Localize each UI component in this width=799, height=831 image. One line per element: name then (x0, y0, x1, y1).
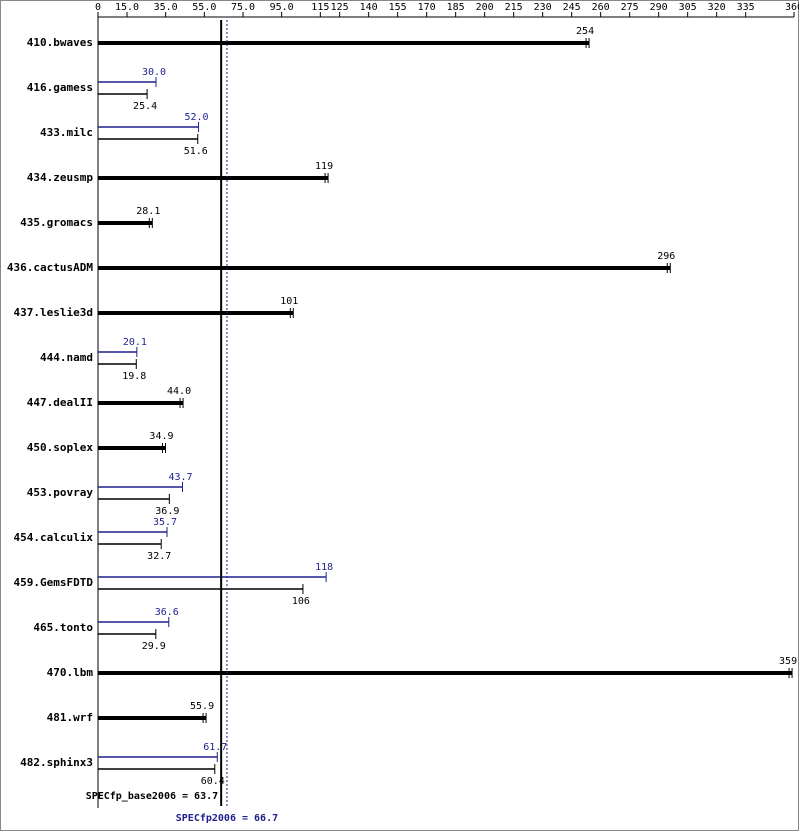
value-label: 51.6 (184, 146, 208, 157)
category-label: 454.calculix (14, 531, 94, 544)
category-label: 410.bwaves (27, 36, 93, 49)
x-tick-label: 170 (418, 2, 436, 13)
x-tick-label: 55.0 (192, 2, 216, 13)
x-tick-label: 200 (476, 2, 494, 13)
category-label: 482.sphinx3 (20, 756, 93, 769)
x-tick-label: 155 (389, 2, 407, 13)
value-label: 254 (576, 26, 594, 37)
value-label: 296 (657, 251, 675, 262)
value-label: 28.1 (136, 206, 160, 217)
x-tick-label: 125 (331, 2, 349, 13)
category-label: 453.povray (27, 486, 94, 499)
x-tick-label: 360 (785, 2, 799, 13)
value-label: 101 (280, 296, 298, 307)
value-label: 61.7 (203, 742, 227, 753)
value-label: 43.7 (168, 472, 192, 483)
category-label: 481.wrf (47, 711, 93, 724)
value-label: 19.8 (122, 371, 146, 382)
x-tick-label: 260 (592, 2, 610, 13)
category-label: 433.milc (40, 126, 93, 139)
category-label: 470.lbm (47, 666, 94, 679)
x-tick-label: 140 (360, 2, 378, 13)
value-label: 25.4 (133, 101, 157, 112)
value-label: 29.9 (142, 641, 166, 652)
category-label: 435.gromacs (20, 216, 93, 229)
x-tick-label: 15.0 (115, 2, 139, 13)
x-tick-label: 230 (534, 2, 552, 13)
category-label: 436.cactusADM (7, 261, 93, 274)
x-tick-label: 290 (650, 2, 668, 13)
x-tick-label: 35.0 (154, 2, 178, 13)
x-tick-label: 0 (95, 2, 101, 13)
value-label: 106 (292, 596, 310, 607)
value-label: 30.0 (142, 67, 166, 78)
value-label: 52.0 (184, 112, 208, 123)
value-label: 119 (315, 161, 333, 172)
value-label: 36.6 (155, 607, 179, 618)
value-label: 32.7 (147, 551, 171, 562)
x-tick-label: 245 (563, 2, 581, 13)
x-tick-label: 305 (679, 2, 697, 13)
x-tick-label: 75.0 (231, 2, 255, 13)
value-label: 35.7 (153, 517, 177, 528)
reference-label: SPECfp_base2006 = 63.7 (86, 791, 218, 802)
category-label: 416.gamess (27, 81, 93, 94)
value-label: 36.9 (155, 506, 179, 517)
reference-label: SPECfp2006 = 66.7 (176, 813, 278, 824)
value-label: 118 (315, 562, 333, 573)
category-label: 434.zeusmp (27, 171, 94, 184)
category-label: 450.soplex (27, 441, 94, 454)
x-tick-label: 185 (447, 2, 465, 13)
value-label: 34.9 (149, 431, 173, 442)
x-tick-label: 320 (708, 2, 726, 13)
value-label: 60.4 (201, 776, 225, 787)
category-label: 459.GemsFDTD (14, 576, 94, 589)
value-label: 55.9 (190, 701, 214, 712)
x-tick-label: 335 (737, 2, 755, 13)
x-tick-label: 275 (621, 2, 639, 13)
x-tick-label: 215 (505, 2, 523, 13)
value-label: 20.1 (123, 337, 147, 348)
value-label: 44.0 (167, 386, 191, 397)
category-label: 444.namd (40, 351, 93, 364)
x-tick-label: 95.0 (270, 2, 294, 13)
x-tick-label: 115 (311, 2, 329, 13)
category-label: 465.tonto (33, 621, 93, 634)
value-label: 359 (779, 656, 797, 667)
category-label: 447.dealII (27, 396, 93, 409)
category-label: 437.leslie3d (14, 306, 93, 319)
